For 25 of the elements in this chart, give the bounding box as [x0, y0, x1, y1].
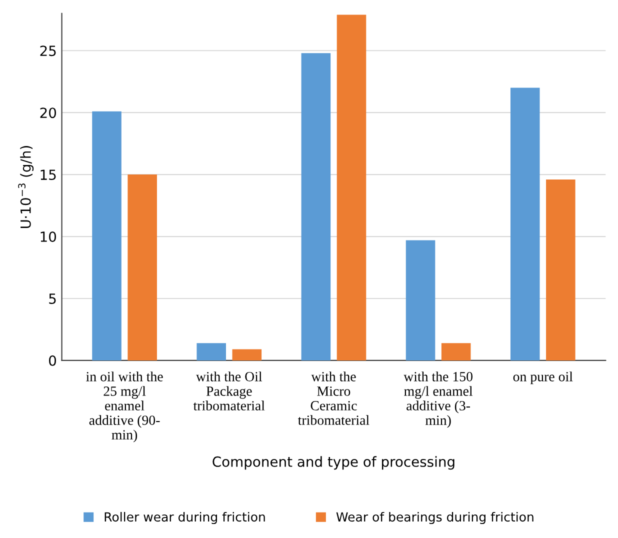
- y-tick-label: 15: [40, 170, 56, 180]
- bar: [510, 88, 540, 360]
- legend-label: Roller wear during friction: [104, 512, 265, 524]
- bar: [546, 180, 576, 360]
- bar: [128, 174, 157, 360]
- y-tick-label: 5: [49, 294, 56, 304]
- bar: [232, 349, 262, 360]
- bar: [92, 111, 122, 360]
- x-tick-label: in oil with the 25 mg/l enamel additive (90- min): [86, 372, 163, 442]
- legend-label: Wear of bearings during friction: [336, 512, 534, 524]
- x-tick-label: with the 150 mg/l enamel additive (3- min): [404, 372, 473, 428]
- bar: [196, 343, 226, 360]
- bar: [441, 343, 471, 360]
- y-tick-label: 0: [49, 355, 56, 366]
- x-axis-title: Component and type of processing: [212, 456, 454, 470]
- y-tick-label: 10: [40, 231, 56, 242]
- x-tick-label: on pure oil: [513, 372, 573, 384]
- y-tick-label: 25: [40, 46, 56, 56]
- y-tick-label: 20: [40, 108, 56, 118]
- bar: [406, 240, 436, 360]
- x-tick-label: with the Oil Package tribomaterial: [193, 372, 265, 410]
- x-tick-label: with the Micro Ceramic tribomaterial: [298, 372, 370, 425]
- bar: [336, 14, 366, 360]
- y-axis-title: U·10$^{−3}$ (g/h): [18, 146, 34, 228]
- bar: [301, 53, 331, 360]
